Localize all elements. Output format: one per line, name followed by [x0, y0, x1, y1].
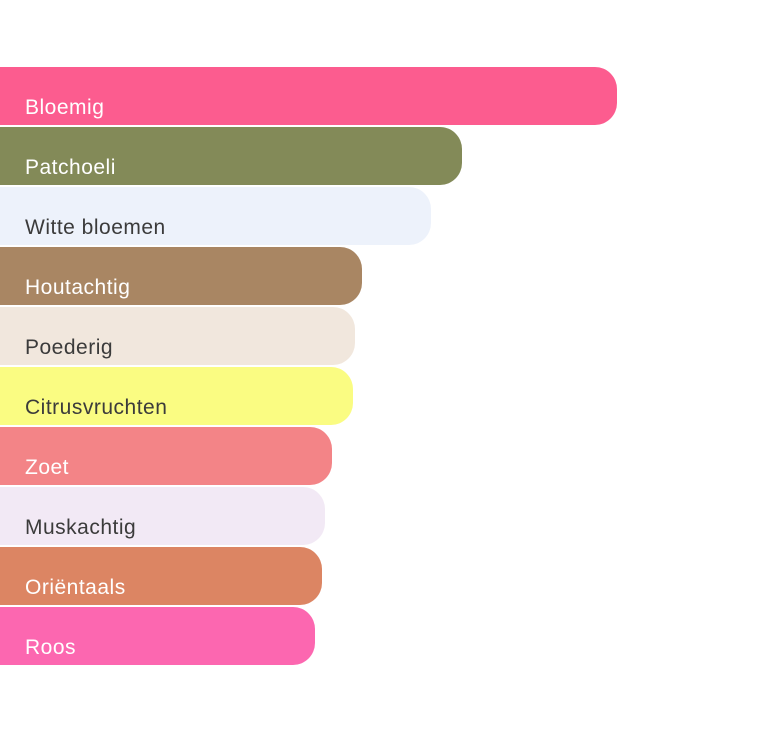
- bar-row: Bloemig: [0, 67, 763, 125]
- bar-row: Zoet: [0, 427, 763, 485]
- bar: Oriëntaals: [0, 547, 322, 605]
- bar-row: Poederig: [0, 307, 763, 365]
- bar-row: Houtachtig: [0, 247, 763, 305]
- bar-row: Patchoeli: [0, 127, 763, 185]
- bar-row: Muskachtig: [0, 487, 763, 545]
- bar: Poederig: [0, 307, 355, 365]
- fragrance-bar-chart: Bloemig Patchoeli Witte bloemen Houtachtig P…: [0, 67, 763, 667]
- bar: Witte bloemen: [0, 187, 431, 245]
- bar-label: Muskachtig: [25, 515, 137, 539]
- bar: Patchoeli: [0, 127, 462, 185]
- bar: Zoet: [0, 427, 332, 485]
- bar-row: Citrusvruchten: [0, 367, 763, 425]
- bar: Muskachtig: [0, 487, 325, 545]
- bar-label: Citrusvruchten: [25, 395, 168, 419]
- bar-label: Zoet: [25, 455, 70, 479]
- bar-row: Witte bloemen: [0, 187, 763, 245]
- bar: Bloemig: [0, 67, 617, 125]
- bar: Citrusvruchten: [0, 367, 353, 425]
- bar: Houtachtig: [0, 247, 362, 305]
- bar-label: Witte bloemen: [25, 215, 166, 239]
- bar: Roos: [0, 607, 315, 665]
- bar-label: Patchoeli: [25, 155, 116, 179]
- bar-row: Oriëntaals: [0, 547, 763, 605]
- bar-label: Houtachtig: [25, 275, 131, 299]
- bar-label: Bloemig: [25, 95, 105, 119]
- bar-row: Roos: [0, 607, 763, 665]
- bar-label: Oriëntaals: [25, 575, 126, 599]
- bar-label: Roos: [25, 635, 77, 659]
- bar-label: Poederig: [25, 335, 114, 359]
